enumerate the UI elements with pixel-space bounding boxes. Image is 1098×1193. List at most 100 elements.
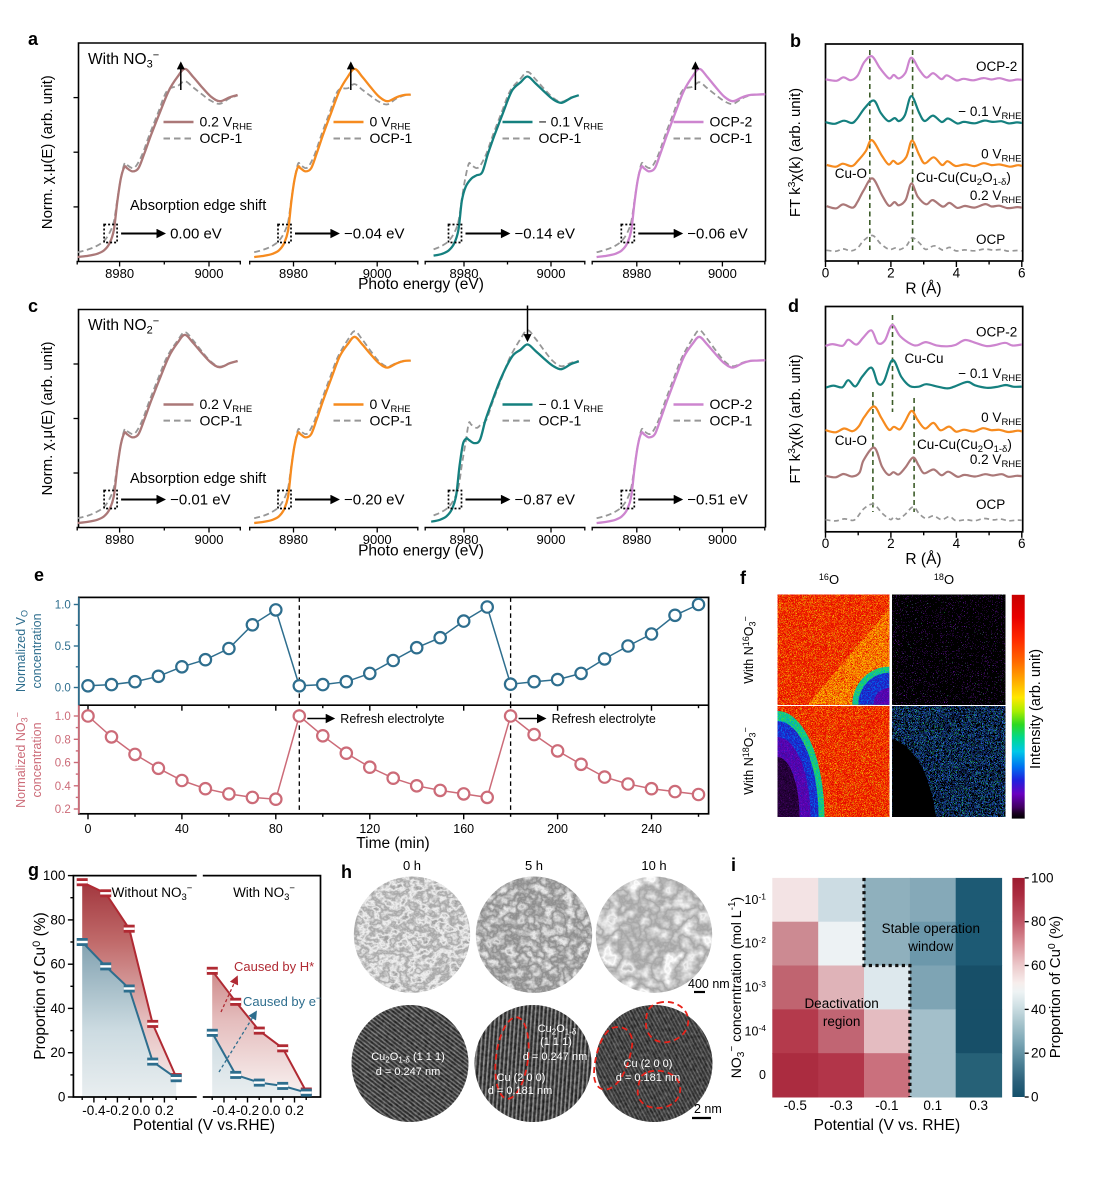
svg-text:d = 0.247 nm: d = 0.247 nm — [523, 1051, 588, 1063]
svg-text:R (Å): R (Å) — [905, 551, 941, 568]
svg-text:240: 240 — [641, 822, 662, 836]
svg-text:b: b — [790, 31, 801, 51]
svg-text:−0.51 eV: −0.51 eV — [687, 492, 747, 509]
svg-text:window: window — [907, 939, 953, 954]
svg-text:−0.87 eV: −0.87 eV — [515, 492, 575, 509]
svg-text:200: 200 — [547, 822, 568, 836]
svg-text:e: e — [34, 565, 44, 585]
svg-text:Cu-Cu(Cu2O1-δ): Cu-Cu(Cu2O1-δ) — [916, 170, 1011, 188]
svg-text:Photo energy (eV): Photo energy (eV) — [358, 276, 484, 293]
svg-text:8980: 8980 — [279, 266, 308, 281]
svg-text:9000: 9000 — [708, 266, 737, 281]
svg-text:0: 0 — [822, 536, 830, 551]
svg-text:OCP-1: OCP-1 — [710, 412, 753, 428]
svg-text:-0.4: -0.4 — [212, 1103, 236, 1118]
svg-text:Proportion of Cu0 (%): Proportion of Cu0 (%) — [31, 912, 49, 1059]
svg-text:9000: 9000 — [537, 266, 566, 281]
svg-text:400 nm: 400 nm — [688, 977, 730, 991]
svg-text:0.2: 0.2 — [155, 1103, 174, 1118]
svg-text:Cu (2 0 0): Cu (2 0 0) — [624, 1058, 673, 1070]
svg-text:Cu (2 0 0): Cu (2 0 0) — [497, 1072, 546, 1084]
svg-text:8980: 8980 — [279, 532, 308, 547]
svg-text:0.00 eV: 0.00 eV — [170, 226, 222, 243]
svg-text:h: h — [341, 862, 352, 882]
svg-text:2: 2 — [887, 536, 895, 551]
svg-text:-0.2: -0.2 — [236, 1103, 259, 1118]
svg-text:−0.01 eV: −0.01 eV — [170, 492, 230, 509]
svg-text:concentration: concentration — [30, 613, 44, 688]
svg-text:-0.5: -0.5 — [784, 1098, 807, 1113]
svg-text:-0.4: -0.4 — [82, 1103, 106, 1118]
svg-text:FT k3χ(k) (arb. unit): FT k3χ(k) (arb. unit) — [786, 354, 804, 483]
svg-text:0: 0 — [759, 1068, 766, 1082]
svg-text:−0.06 eV: −0.06 eV — [687, 226, 747, 243]
svg-text:OCP-1: OCP-1 — [370, 412, 413, 428]
svg-text:120: 120 — [359, 822, 380, 836]
svg-text:0.1: 0.1 — [923, 1098, 942, 1113]
svg-text:−0.04 eV: −0.04 eV — [344, 226, 404, 243]
svg-text:100: 100 — [43, 868, 66, 883]
svg-text:1.0: 1.0 — [55, 711, 71, 723]
svg-text:9000: 9000 — [195, 266, 224, 281]
svg-text:6: 6 — [1018, 536, 1026, 551]
svg-text:40: 40 — [175, 822, 189, 836]
svg-text:60: 60 — [50, 957, 65, 972]
svg-text:Time (min): Time (min) — [356, 835, 429, 852]
svg-text:OCP-1: OCP-1 — [370, 130, 413, 146]
svg-text:0.0: 0.0 — [132, 1103, 151, 1118]
svg-text:18O: 18O — [934, 572, 954, 587]
svg-text:OCP-1: OCP-1 — [710, 130, 753, 146]
svg-text:40: 40 — [1031, 1002, 1046, 1017]
svg-text:f: f — [740, 568, 747, 588]
svg-text:R (Å): R (Å) — [905, 281, 941, 298]
svg-text:i: i — [731, 855, 736, 875]
svg-text:With NO2−: With NO2− — [88, 316, 159, 337]
svg-text:Refresh electrolyte: Refresh electrolyte — [552, 712, 656, 726]
svg-text:Potential (V vs.RHE): Potential (V vs.RHE) — [133, 1117, 275, 1134]
svg-text:Absorption edge shift: Absorption edge shift — [130, 198, 266, 214]
svg-text:8980: 8980 — [622, 532, 651, 547]
svg-text:80: 80 — [1031, 914, 1046, 929]
svg-text:0 h: 0 h — [403, 858, 421, 873]
svg-text:−0.20 eV: −0.20 eV — [344, 492, 404, 509]
svg-text:Cu2O1-δ (1 1 1): Cu2O1-δ (1 1 1) — [371, 1051, 445, 1065]
svg-text:OCP-1: OCP-1 — [200, 412, 243, 428]
svg-text:OCP: OCP — [976, 232, 1005, 247]
svg-text:Deactivation: Deactivation — [804, 996, 878, 1011]
svg-text:With N18O3−: With N18O3− — [741, 727, 758, 795]
svg-text:(1 1 1): (1 1 1) — [540, 1036, 572, 1048]
svg-text:OCP-1: OCP-1 — [539, 412, 582, 428]
svg-text:9000: 9000 — [363, 266, 392, 281]
svg-text:d = 0.247 nm: d = 0.247 nm — [376, 1066, 441, 1078]
svg-text:20: 20 — [50, 1045, 65, 1060]
svg-text:d: d — [788, 296, 799, 316]
svg-text:FT k3χ(k) (arb. unit): FT k3χ(k) (arb. unit) — [786, 88, 804, 217]
svg-text:Caused by e−: Caused by e− — [243, 993, 321, 1009]
svg-text:0: 0 — [822, 266, 830, 281]
svg-text:OCP-1: OCP-1 — [539, 130, 582, 146]
svg-text:4: 4 — [953, 266, 961, 281]
svg-text:Normalized NO3−: Normalized NO3− — [13, 712, 30, 808]
svg-text:9000: 9000 — [195, 532, 224, 547]
svg-text:0: 0 — [1031, 1090, 1039, 1105]
svg-text:40: 40 — [50, 1001, 65, 1016]
svg-text:−0.14 eV: −0.14 eV — [515, 226, 575, 243]
svg-text:8980: 8980 — [105, 266, 134, 281]
svg-text:8980: 8980 — [450, 532, 479, 547]
svg-text:concentration: concentration — [30, 722, 44, 797]
svg-text:c: c — [28, 296, 38, 316]
svg-text:6: 6 — [1018, 266, 1026, 281]
svg-text:8980: 8980 — [105, 532, 134, 547]
svg-text:9000: 9000 — [537, 532, 566, 547]
svg-text:Caused by H*: Caused by H* — [234, 959, 314, 974]
svg-text:8980: 8980 — [450, 266, 479, 281]
svg-text:OCP-2: OCP-2 — [976, 324, 1017, 339]
svg-text:0: 0 — [58, 1090, 66, 1105]
svg-text:0.3: 0.3 — [969, 1098, 988, 1113]
svg-text:region: region — [823, 1014, 861, 1029]
svg-text:-0.3: -0.3 — [829, 1098, 852, 1113]
svg-text:OCP-1: OCP-1 — [200, 130, 243, 146]
svg-text:Cu-O: Cu-O — [835, 433, 867, 448]
svg-text:g: g — [28, 860, 39, 880]
svg-text:0.5: 0.5 — [55, 641, 71, 653]
